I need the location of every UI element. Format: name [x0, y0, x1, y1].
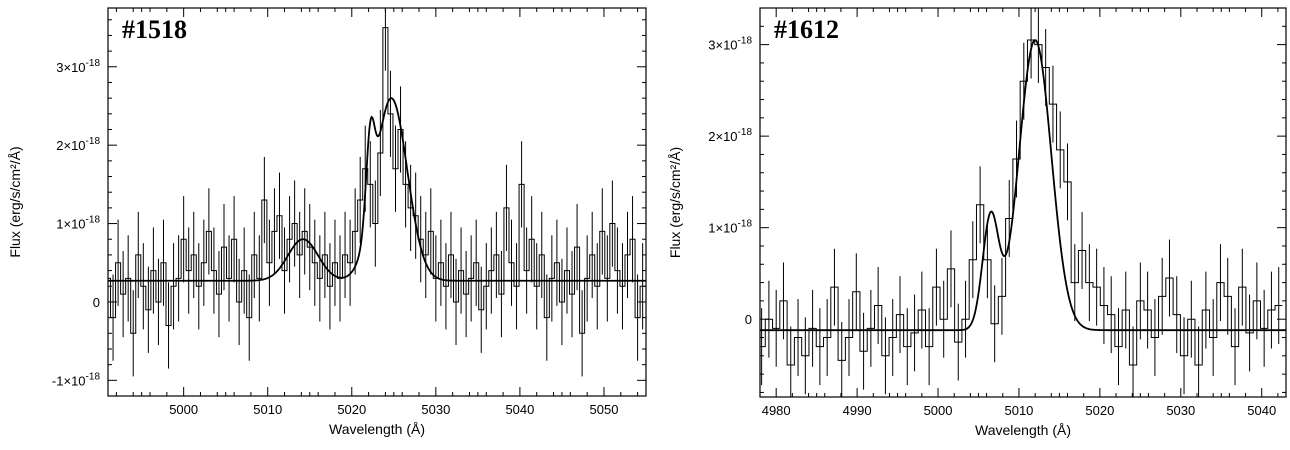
y-tick-mantissa: -1×10 [52, 373, 86, 388]
x-tick-label: 4980 [762, 403, 791, 418]
y-tick-label: 1×10-18 [56, 215, 100, 232]
y-tick-mantissa: 3×10 [708, 38, 737, 53]
plot-frame [759, 7, 1287, 398]
x-tick-label: 4990 [843, 403, 872, 418]
y-tick-mantissa: 3×10 [56, 60, 85, 75]
panel-title: #1518 [122, 15, 187, 44]
x-tick-label: 5030 [1166, 403, 1195, 418]
y-tick-mantissa: 1×10 [708, 221, 737, 236]
y-tick-exponent: -18 [86, 58, 101, 69]
y-tick-mantissa: 1×10 [56, 217, 85, 232]
x-axis-ticks [759, 8, 1279, 397]
y-axis-ticks [760, 7, 1286, 393]
x-tick-label: 5030 [421, 402, 450, 417]
x-tick-label: 5000 [924, 403, 953, 418]
spectrum-panel-1518: 5000 5010 5020 5030 5040 5050 -1×10-18 0 1×10-18… [7, 7, 647, 437]
y-tick-label: 3×10-18 [56, 58, 100, 75]
x-tick-label: 5040 [505, 402, 534, 417]
x-tick-label: 5020 [1085, 403, 1114, 418]
panel-title: #1612 [774, 15, 839, 44]
y-tick-label: 3×10-18 [708, 36, 752, 53]
y-tick-exponent: -18 [738, 127, 753, 138]
spectrum-chart-1518: 5000 5010 5020 5030 5040 5050-1×10-1801×10-18… [7, 7, 647, 437]
y-tick-label: 2×10-18 [56, 136, 100, 153]
y-tick-label: 0 [745, 312, 752, 327]
x-axis-title: Wavelength (Å) [975, 422, 1071, 438]
x-tick-label: 5040 [1247, 403, 1276, 418]
spectrum-chart-1612: 4980 4990 5000 5010 5020 5030 504001×10-182×10… [667, 7, 1287, 438]
model-fit-line [108, 97, 646, 282]
plot-frame [107, 7, 647, 397]
x-tick-label: 5010 [1004, 403, 1033, 418]
y-tick-mantissa: 2×10 [708, 129, 737, 144]
y-tick-exponent: -18 [86, 371, 101, 382]
error-bars [108, 8, 644, 377]
spectrum-histogram [760, 39, 1283, 366]
x-axis-ticks [115, 8, 647, 396]
x-tick-label: 5000 [169, 402, 198, 417]
x-tick-label: 5010 [253, 402, 282, 417]
y-tick-mantissa: 2×10 [56, 138, 85, 153]
error-bars [761, 8, 1280, 397]
x-tick-label: 5050 [590, 402, 619, 417]
y-tick-label: -1×10-18 [52, 371, 101, 388]
y-tick-label: 0 [93, 295, 100, 310]
y-axis-ticks [108, 19, 646, 397]
y-tick-label: 2×10-18 [708, 127, 752, 144]
spectrum-panel-1612: 4980 4990 5000 5010 5020 5030 5040 0 1×10-18 2×10… [660, 0, 1290, 450]
x-tick-label: 5020 [337, 402, 366, 417]
y-tick-exponent: -18 [738, 36, 753, 47]
plot-area [108, 8, 646, 377]
y-axis-title: Flux (erg/s/cm²/Å) [7, 146, 23, 257]
y-tick-label: 1×10-18 [708, 219, 752, 236]
model-fit-line [760, 39, 1286, 332]
plot-area [760, 8, 1286, 397]
y-tick-exponent: -18 [738, 219, 753, 230]
spectrum-histogram [108, 27, 646, 334]
y-axis-title: Flux (erg/s/cm²/Å) [667, 147, 683, 258]
y-tick-exponent: -18 [86, 215, 101, 226]
x-axis-title: Wavelength (Å) [329, 421, 425, 437]
y-tick-exponent: -18 [86, 136, 101, 147]
